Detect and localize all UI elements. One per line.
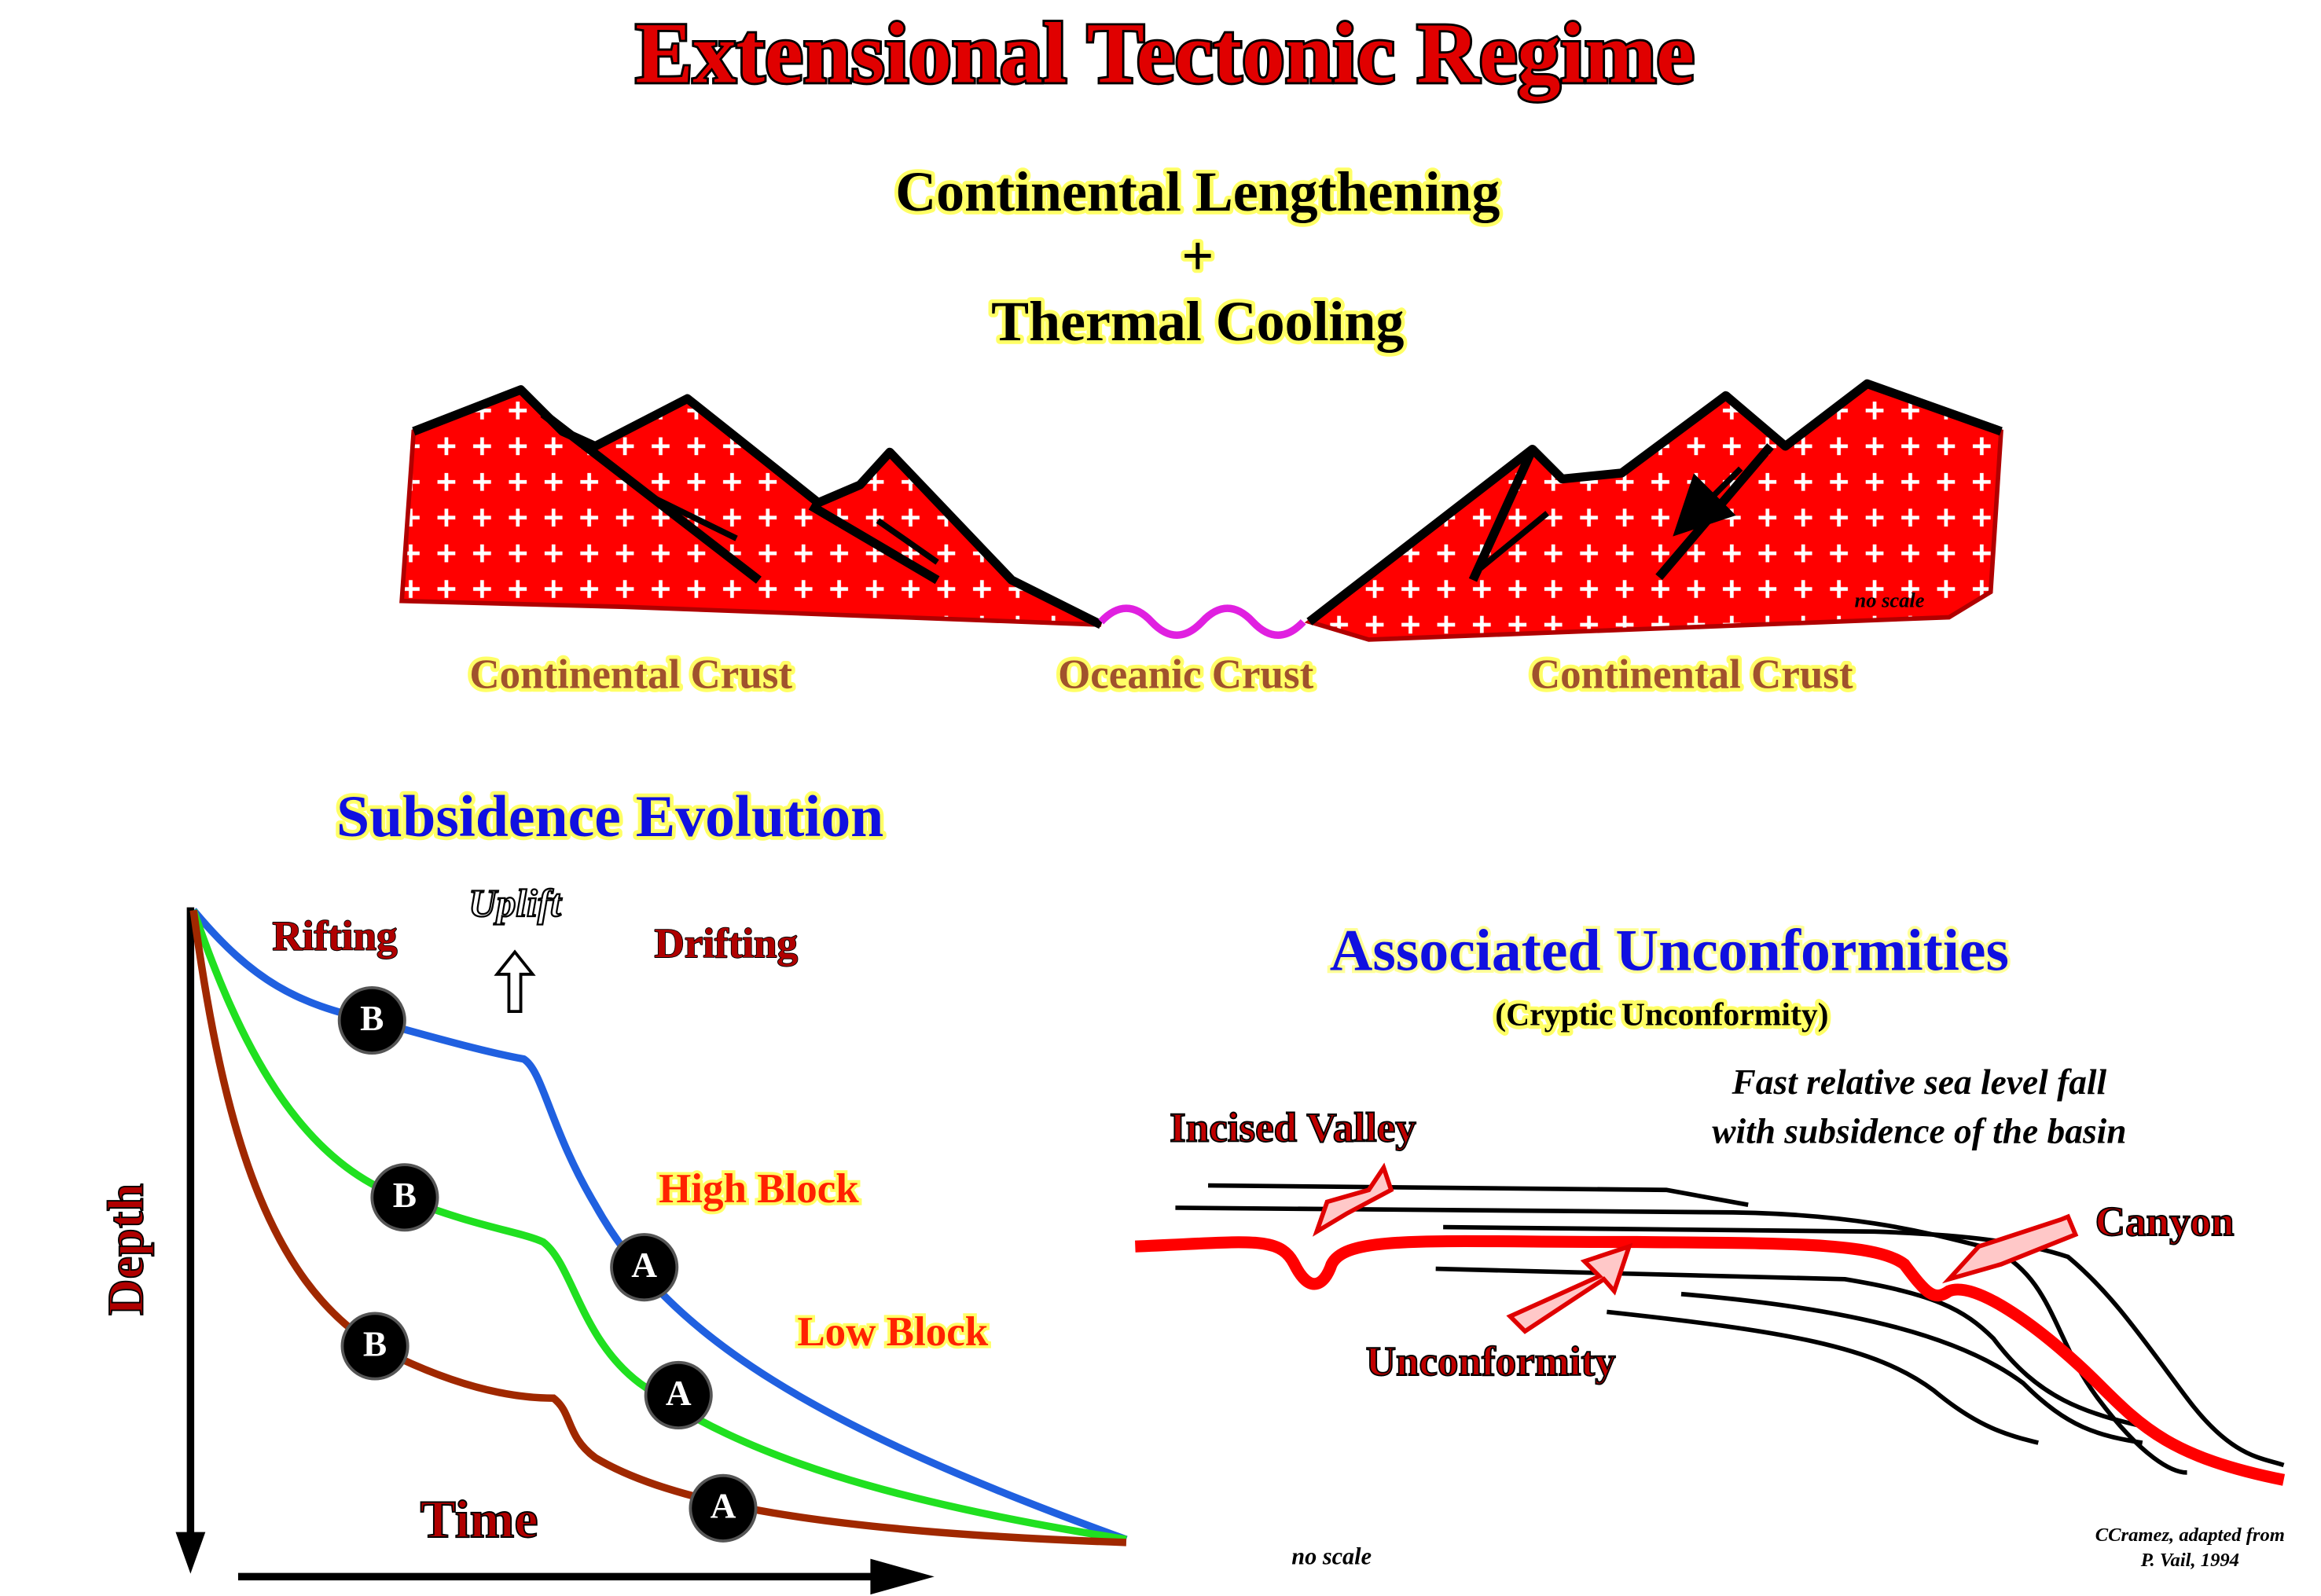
caption: Fast relative sea level fall: [1732, 1062, 2107, 1102]
subtitle-line: Thermal Cooling: [991, 290, 1404, 353]
axis-label: Time: [420, 1489, 538, 1549]
label: Unconformity: [1366, 1339, 1616, 1385]
marker-circle: [340, 1312, 409, 1381]
caption: with subsidence of the basin: [1712, 1112, 2126, 1151]
strata: [1175, 1183, 2285, 1475]
phase: Uplift: [468, 882, 562, 925]
curves: [189, 908, 1128, 1546]
marker-label: B: [363, 1324, 387, 1363]
section-subtitle: (Cryptic Unconformity): [1495, 996, 1828, 1033]
title: Extensional Tectonic Regime: [635, 6, 1695, 101]
marker-circle: [689, 1473, 758, 1543]
marker-label: A: [711, 1487, 736, 1526]
credit: CCramez, adapted from: [2095, 1524, 2285, 1546]
label: Canyon: [2095, 1199, 2235, 1245]
marker-circle: [644, 1360, 713, 1430]
note: no scale: [1291, 1543, 1372, 1570]
pointer-arrows: [1312, 1162, 2079, 1334]
subtitle-plus: +: [1181, 225, 1214, 288]
marker-label: B: [360, 999, 384, 1038]
marker-circle: [337, 985, 406, 1055]
marker-label: A: [631, 1246, 657, 1285]
axis-label: Depth: [97, 1183, 153, 1315]
label: Incised Valley: [1170, 1106, 1416, 1151]
unconformity-line: [1135, 1235, 2286, 1486]
note: no scale: [1854, 589, 1924, 612]
uplift-arrow: [494, 949, 536, 1014]
crust-label: Continental Crust: [1530, 651, 1853, 697]
marker-label: A: [666, 1374, 692, 1413]
subtitle-line: Continental Lengthening: [895, 160, 1500, 223]
phase: Rifting: [272, 913, 397, 959]
block-label: Low Block: [797, 1309, 988, 1355]
crust-label: Continental Crust: [469, 651, 792, 697]
markers: B B B A A A: [337, 985, 758, 1543]
marker-circle: [370, 1163, 439, 1232]
block-label: High Block: [659, 1166, 859, 1212]
phase: Drifting: [655, 921, 798, 967]
marker-circle: [610, 1233, 679, 1302]
credit: P. Vail, 1994: [2140, 1550, 2239, 1571]
section-title: Subsidence Evolution: [336, 784, 883, 849]
section-title: Associated Unconformities: [1330, 918, 2009, 983]
marker-label: B: [393, 1176, 417, 1215]
axes: [175, 907, 935, 1595]
cross-section: [399, 379, 2003, 642]
crust-label: Oceanic Crust: [1058, 651, 1314, 697]
